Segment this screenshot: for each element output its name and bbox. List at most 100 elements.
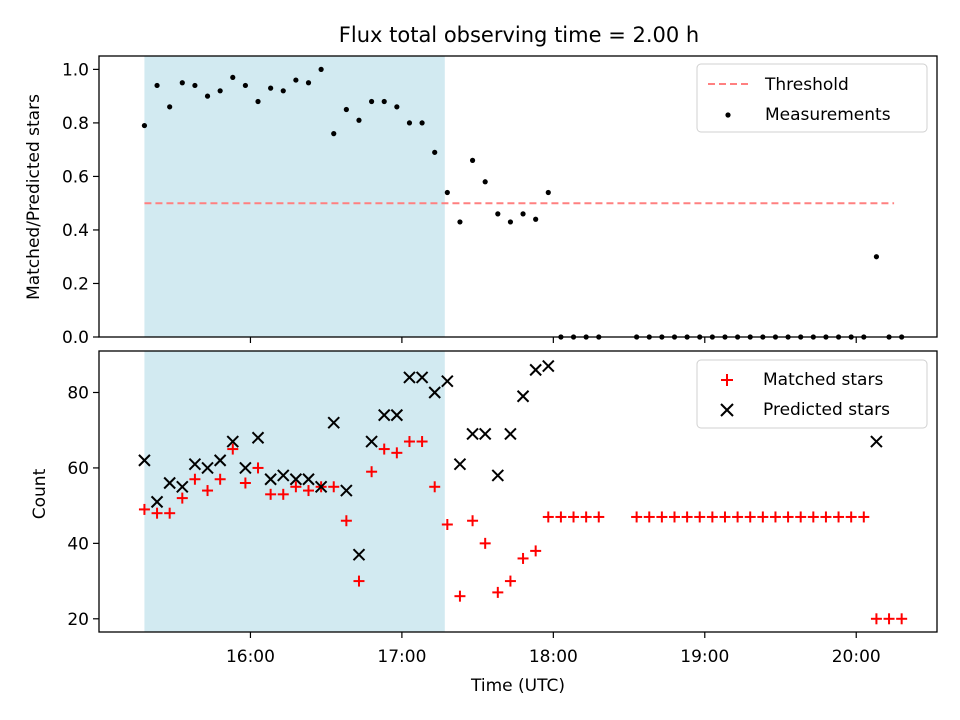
predicted-star-point [529, 363, 542, 377]
matched-star-point [706, 511, 718, 523]
matched-star-point [290, 481, 302, 493]
legend-measurements-label: Measurements [765, 105, 891, 125]
measurement-point [343, 106, 349, 113]
measurement-point [217, 88, 223, 94]
bottom-legend: Matched stars Predicted stars [696, 359, 928, 429]
measurement-point [356, 117, 362, 123]
predicted-star-point [453, 457, 467, 471]
predicted-star-point [365, 435, 378, 448]
predicted-star-point [542, 359, 555, 373]
matched-star-point [403, 436, 415, 448]
measurement-point [230, 74, 236, 81]
matched-star-point [441, 519, 453, 531]
predicted-star-point [478, 427, 492, 441]
measurement-point [507, 219, 514, 225]
matched-star-point [769, 511, 781, 523]
legend-matched-label: Matched stars [763, 370, 883, 390]
matched-star-point [858, 511, 870, 523]
predicted-star-point [352, 548, 366, 561]
matched-star-point [366, 466, 378, 478]
measurement-point [192, 82, 198, 89]
matched-star-point [883, 613, 895, 625]
matched-star-point [353, 575, 365, 587]
bottom-shaded-region [144, 351, 445, 632]
matched-star-point [176, 492, 188, 504]
measurement-point [469, 157, 476, 163]
bottom-ytick-label: 60 [67, 459, 89, 479]
measurement-point [305, 80, 312, 86]
measurement-point [167, 104, 173, 110]
matched-star-point [593, 511, 605, 523]
xtick-label: 18:00 [529, 647, 578, 667]
x-axis-label: Time (UTC) [470, 676, 565, 696]
predicted-star-point [163, 476, 176, 490]
top-ytick-label: 0.8 [62, 114, 89, 134]
matched-star-point [252, 462, 264, 474]
measurement-point [419, 120, 425, 126]
xtick-label: 16:00 [226, 647, 275, 667]
matched-star-point [189, 473, 201, 485]
matched-star-point [555, 511, 567, 523]
matched-star-point [681, 511, 693, 523]
predicted-star-point [516, 390, 530, 403]
matched-star-point [896, 613, 908, 625]
measurement-point [381, 98, 387, 105]
measurement-point [533, 216, 539, 222]
bottom-y-axis-label: Count [30, 468, 50, 519]
matched-star-point [719, 511, 731, 523]
predicted-star-point [504, 427, 517, 441]
bottom-legend-box [696, 359, 928, 429]
measurement-point [369, 98, 375, 105]
matched-star-point [870, 613, 882, 625]
legend-predicted-label: Predicted stars [763, 400, 890, 420]
measurement-point [444, 189, 450, 196]
matched-star-point [643, 511, 655, 523]
measurement-point [318, 66, 324, 72]
legend-predicted-swatch [720, 403, 734, 417]
matched-star-point [202, 485, 214, 497]
top-panel: 0.0 0.2 0.4 0.6 0.8 1.0 Matched/Predicted sta… [24, 55, 938, 348]
predicted-star-point [251, 431, 265, 444]
matched-star-point [517, 552, 529, 564]
top-shaded-region [144, 56, 445, 337]
matched-star-point [668, 511, 680, 523]
predicted-star-point [277, 469, 290, 482]
measurement-point [394, 104, 400, 110]
matched-star-point [328, 481, 340, 493]
matched-star-point [744, 511, 756, 523]
top-ytick-label: 0.4 [62, 221, 89, 241]
top-legend: Threshold Measurements [696, 63, 928, 133]
measurement-point [457, 219, 463, 225]
measurement-point [293, 77, 299, 83]
predicted-star-point [340, 484, 353, 497]
matched-star-point [277, 488, 289, 500]
matched-star-point [542, 511, 554, 523]
measurement-point [482, 179, 488, 185]
legend-matched-swatch [721, 374, 733, 386]
matched-star-point [782, 511, 794, 523]
predicted-star-point [466, 427, 479, 441]
matched-star-point [378, 443, 390, 455]
predicted-star-point [302, 473, 315, 486]
matched-star-point [214, 473, 226, 485]
measurement-point [204, 93, 211, 99]
predicted-star-point [870, 435, 883, 448]
top-legend-box [696, 63, 928, 133]
measurement-point [495, 211, 501, 217]
matched-star-point [807, 511, 819, 523]
bottom-axes-frame [98, 350, 938, 633]
predicted-star-point [176, 480, 189, 493]
predicted-star-point [264, 473, 277, 486]
measurement-point [255, 98, 261, 105]
legend-measurements-swatch [725, 112, 731, 118]
matched-star-point [694, 511, 706, 523]
matched-star-point [429, 481, 441, 493]
matched-star-point [391, 447, 403, 459]
xtick-label: 20:00 [832, 647, 881, 667]
matched-star-point [303, 485, 314, 497]
predicted-star-point [213, 454, 227, 467]
measurement-point [268, 85, 274, 91]
measurement-point [242, 82, 248, 89]
matched-star-point [656, 511, 668, 523]
top-y-axis-label: Matched/Predicted stars [24, 94, 44, 300]
